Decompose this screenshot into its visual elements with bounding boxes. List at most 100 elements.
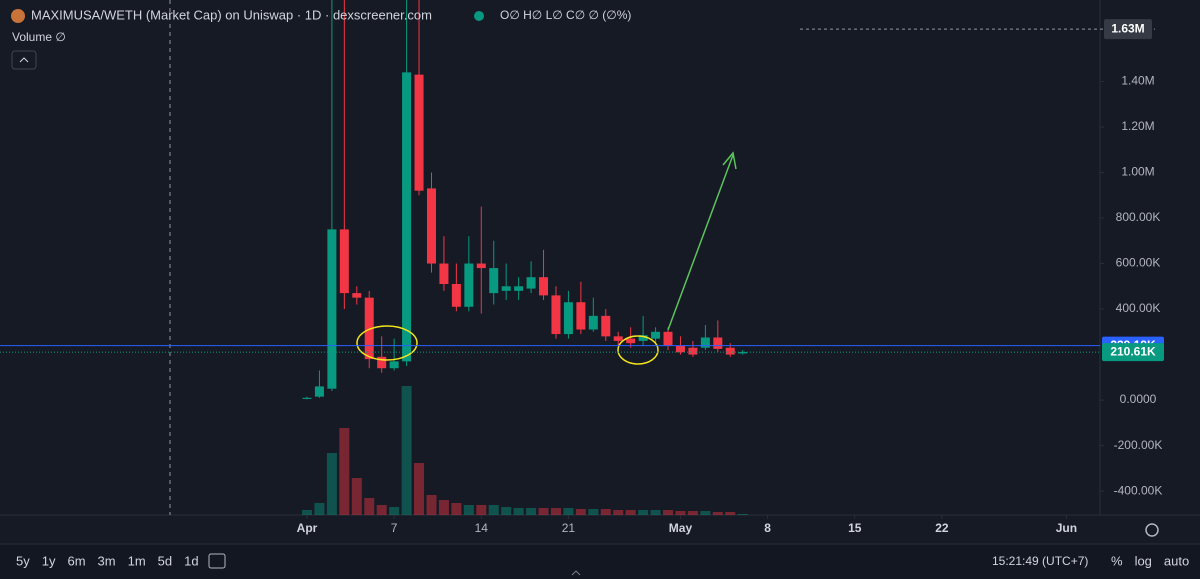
volume-bar: [700, 511, 711, 515]
arrow-head: [722, 151, 737, 170]
x-tick-label: 7: [391, 521, 398, 535]
range-button[interactable]: 6m: [67, 553, 85, 568]
candle-body: [588, 315, 598, 330]
candle-body: [651, 331, 661, 339]
candle-body: [464, 263, 474, 307]
candle-body: [626, 338, 636, 344]
volume-bar: [339, 428, 350, 515]
option-button[interactable]: log: [1135, 553, 1152, 568]
candle-body: [551, 295, 561, 335]
candle-body: [738, 352, 748, 354]
x-tick-label: 22: [935, 521, 949, 535]
candle-body: [563, 302, 573, 335]
range-button[interactable]: 1y: [42, 553, 56, 568]
collapse-button[interactable]: [11, 50, 37, 70]
volume-bar: [476, 505, 487, 515]
range-button[interactable]: 1d: [184, 553, 198, 568]
calendar-icon[interactable]: [208, 553, 226, 569]
volume-bar: [725, 512, 736, 515]
candle-body: [364, 297, 374, 360]
annotation-circle: [617, 335, 659, 365]
x-tick-label: 21: [562, 521, 576, 535]
candle-body: [675, 345, 685, 353]
candle-body: [638, 335, 648, 341]
volume-bar: [376, 505, 387, 515]
volume-bar: [501, 507, 512, 515]
annotation-arrow: [667, 154, 734, 331]
expand-icon[interactable]: [571, 570, 581, 576]
candle-body: [514, 286, 524, 291]
candle-body: [539, 277, 549, 296]
candle-body: [725, 347, 735, 355]
volume-bar: [401, 386, 412, 515]
candle-body: [501, 286, 511, 291]
collapse-icon: [19, 57, 29, 63]
y-tick-label: 1.20M: [1121, 119, 1154, 133]
token-icon: [11, 9, 25, 23]
toolbar: [0, 544, 1200, 579]
volume-bar: [737, 514, 748, 515]
volume-bar: [675, 511, 686, 515]
x-tick-label: Jun: [1056, 521, 1077, 535]
volume-bar: [625, 510, 636, 515]
option-button[interactable]: auto: [1164, 553, 1189, 568]
volume-bar: [712, 512, 723, 515]
y-tick-label: 0.0000: [1120, 392, 1157, 406]
volume-bar: [513, 508, 524, 515]
volume-label: Volume ∅: [12, 30, 66, 44]
volume-bar: [426, 495, 437, 515]
candle-body: [352, 293, 362, 298]
volume-bar: [687, 511, 698, 515]
clock: 15:21:49 (UTC+7): [992, 554, 1088, 568]
volume-bar: [550, 508, 561, 515]
volume-bar: [650, 510, 661, 515]
x-tick-label: May: [669, 521, 693, 535]
volume-bar: [301, 510, 312, 515]
candle-body: [389, 361, 399, 369]
candle-body: [489, 268, 499, 294]
volume-bar: [638, 510, 649, 515]
x-tick-label: 15: [848, 521, 862, 535]
candle-body: [663, 331, 673, 346]
volume-bar: [326, 453, 337, 515]
candle-body: [601, 315, 611, 337]
volume-bar: [600, 509, 611, 515]
range-button[interactable]: 5d: [158, 553, 172, 568]
range-button[interactable]: 1m: [128, 553, 146, 568]
y-tick-label: 800.00K: [1116, 210, 1161, 224]
range-button[interactable]: 5y: [16, 553, 30, 568]
candle-body: [439, 263, 449, 285]
candle-body: [302, 397, 312, 399]
candle-body: [402, 72, 412, 362]
candle-body: [426, 188, 436, 264]
volume-bar: [538, 508, 549, 515]
candle-body: [314, 386, 324, 397]
volume-bar: [563, 508, 574, 515]
price-label: 210.61K: [1110, 344, 1156, 358]
volume-bar: [463, 505, 474, 515]
y-tick-label: 400.00K: [1116, 301, 1161, 315]
candle-body: [339, 229, 349, 294]
volume-bar: [451, 503, 462, 515]
range-button[interactable]: 3m: [98, 553, 116, 568]
high-label-box: [1104, 19, 1152, 40]
plot: [301, 0, 748, 515]
title: MAXIMUSA/WETH (Market Cap) on Uniswap · …: [31, 7, 432, 22]
high-label: 1.63M: [1111, 21, 1144, 35]
candle-body: [613, 336, 623, 341]
settings-icon[interactable]: [1145, 523, 1159, 537]
candle-body: [576, 302, 586, 330]
candle-body: [414, 74, 424, 191]
volume-bar: [314, 503, 325, 515]
x-tick-label: 14: [475, 521, 489, 535]
volume-bar: [389, 507, 400, 515]
y-tick-label: -200.00K: [1114, 438, 1163, 452]
candle-body: [451, 284, 461, 307]
volume-bar: [526, 508, 537, 515]
option-button[interactable]: %: [1111, 553, 1123, 568]
candle-body: [327, 229, 337, 389]
ohlc: O∅ H∅ L∅ C∅ ∅ (∅%): [500, 8, 631, 22]
x-tick-label: 8: [764, 521, 771, 535]
